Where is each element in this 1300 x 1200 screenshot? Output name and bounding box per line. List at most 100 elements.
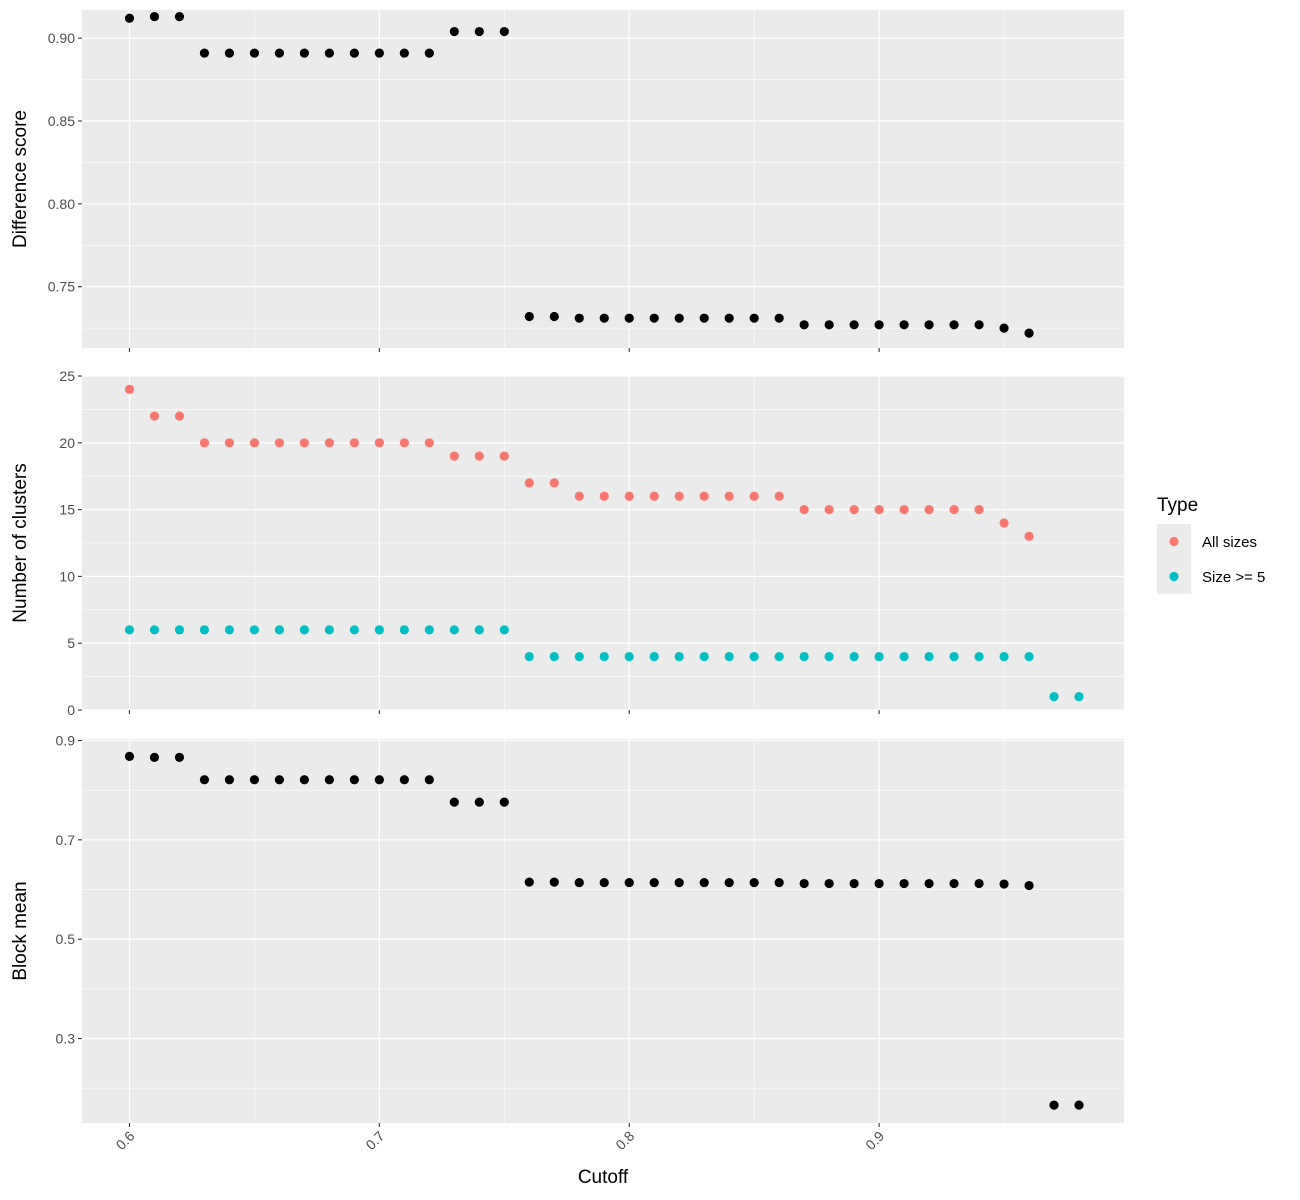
- data-point: [124, 751, 135, 761]
- data-point: [374, 438, 384, 448]
- data-point: [874, 505, 884, 515]
- data-point: [549, 311, 559, 322]
- data-point: [649, 313, 659, 323]
- y-tick-label: 0.85: [48, 113, 75, 129]
- legend-key-point: [1169, 571, 1179, 582]
- data-point: [749, 491, 759, 501]
- data-point: [849, 505, 859, 515]
- data-point: [724, 651, 734, 662]
- data-point: [624, 877, 634, 888]
- data-point: [174, 752, 185, 762]
- data-point: [524, 311, 534, 322]
- legend-key-point: [1169, 536, 1179, 547]
- x-tick-label: 0.8: [612, 1128, 637, 1153]
- data-point: [599, 491, 609, 501]
- data-point: [749, 651, 759, 662]
- data-point: [799, 878, 809, 889]
- data-point: [799, 320, 809, 330]
- data-point: [949, 505, 959, 515]
- data-point: [224, 438, 235, 448]
- data-point: [474, 26, 484, 37]
- data-point: [349, 775, 359, 785]
- data-point: [424, 625, 434, 635]
- y-axis-title: Difference score: [10, 110, 31, 248]
- data-point: [699, 313, 709, 323]
- panel-background: [82, 10, 1124, 348]
- y-tick-label: 10: [59, 568, 75, 584]
- data-point: [224, 625, 235, 635]
- data-point: [1024, 328, 1034, 338]
- data-point: [1074, 1100, 1084, 1110]
- data-point: [824, 505, 834, 515]
- y-tick-label: 0.3: [56, 1031, 76, 1047]
- data-point: [349, 438, 359, 448]
- y-tick-label: 20: [59, 435, 75, 451]
- data-point: [299, 775, 309, 785]
- data-point: [299, 438, 309, 448]
- data-point: [399, 438, 409, 448]
- data-point: [1024, 651, 1034, 662]
- data-point: [874, 320, 884, 330]
- data-point: [674, 651, 684, 662]
- data-point: [1074, 692, 1084, 702]
- data-point: [174, 12, 185, 22]
- data-point: [974, 505, 984, 515]
- data-point: [599, 877, 609, 888]
- data-point: [924, 505, 934, 515]
- data-point: [649, 491, 659, 501]
- data-point: [974, 651, 984, 662]
- data-point: [424, 438, 434, 448]
- data-point: [524, 651, 534, 662]
- data-point: [299, 48, 309, 58]
- data-point: [799, 651, 809, 662]
- data-point: [949, 651, 959, 662]
- data-point: [824, 651, 834, 662]
- data-point: [324, 48, 334, 58]
- data-point: [499, 451, 509, 461]
- data-point: [749, 313, 759, 323]
- y-tick-label: 0.75: [48, 279, 75, 295]
- data-point: [924, 878, 934, 889]
- data-point: [674, 877, 684, 888]
- legend-title: Type: [1157, 495, 1198, 516]
- x-tick-label: 0.6: [113, 1128, 138, 1153]
- data-point: [624, 491, 634, 501]
- data-point: [624, 313, 634, 323]
- data-point: [324, 438, 334, 448]
- data-point: [249, 625, 260, 635]
- data-point: [449, 451, 459, 461]
- data-point: [249, 775, 260, 785]
- data-point: [1024, 531, 1034, 541]
- data-point: [899, 878, 909, 889]
- data-point: [124, 384, 135, 394]
- data-point: [674, 313, 684, 323]
- data-point: [199, 48, 210, 58]
- data-point: [574, 313, 584, 323]
- data-point: [524, 478, 534, 488]
- panel-3: 0.3 0.5 0.7 0.9 Block mean: [10, 732, 1124, 1127]
- data-point: [199, 775, 210, 785]
- data-point: [124, 13, 135, 23]
- data-point: [424, 775, 434, 785]
- data-point: [999, 879, 1009, 889]
- data-point: [249, 438, 260, 448]
- data-point: [274, 438, 285, 448]
- data-point: [474, 451, 484, 461]
- data-point: [849, 651, 859, 662]
- data-point: [224, 48, 235, 58]
- data-point: [649, 877, 659, 888]
- data-point: [674, 491, 684, 501]
- data-point: [699, 651, 709, 662]
- data-point: [199, 625, 210, 635]
- data-point: [174, 411, 185, 421]
- data-point: [1049, 692, 1059, 702]
- data-point: [374, 625, 384, 635]
- data-point: [899, 320, 909, 330]
- x-tick-label: 0.7: [362, 1128, 387, 1153]
- data-point: [149, 411, 160, 421]
- data-point: [274, 775, 285, 785]
- data-point: [549, 651, 559, 662]
- data-point: [774, 313, 784, 323]
- data-point: [549, 478, 559, 488]
